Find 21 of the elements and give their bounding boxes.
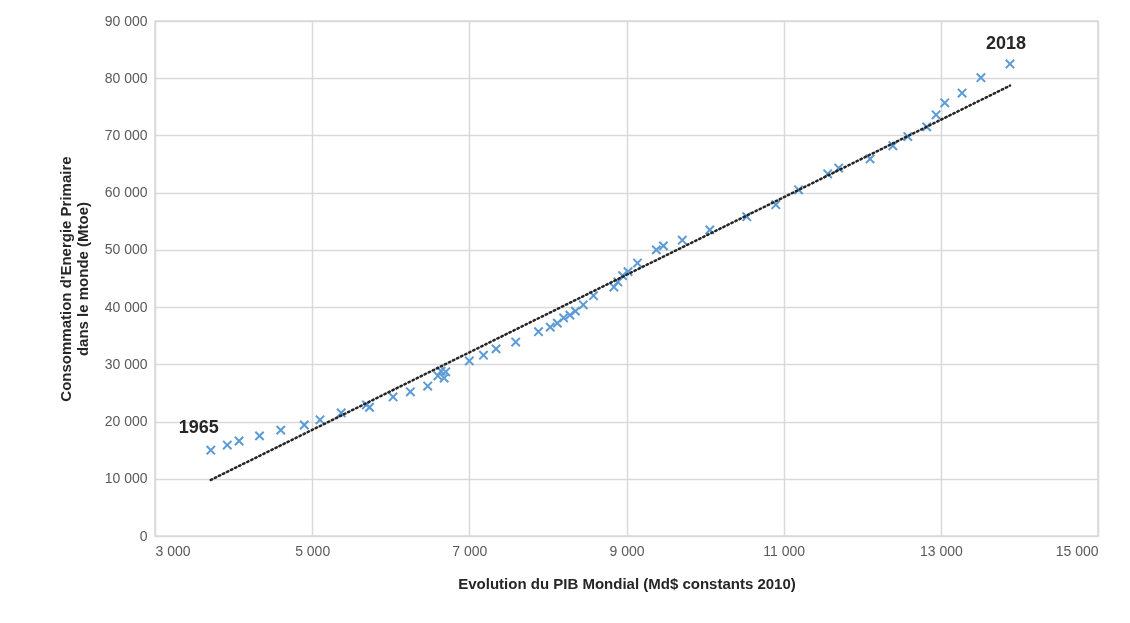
x-tick-label: 13 000 [919, 542, 963, 559]
x-tick-label: 15 000 [1055, 542, 1099, 559]
annotation: 1965 [178, 417, 219, 438]
y-tick-label: 60 000 [104, 184, 148, 201]
x-tick-label: 11 000 [763, 542, 806, 559]
x-tick-label: 7 000 [452, 542, 488, 559]
y-tick-label: 30 000 [104, 355, 148, 372]
x-axis-title: Evolution du PIB Mondial (Md$ constants 2010) [458, 574, 796, 592]
y-tick-label: 0 [139, 527, 148, 544]
x-tick-label: 3 000 [155, 542, 191, 559]
y-tick-label: 10 000 [104, 470, 148, 487]
x-tick-label: 9 000 [609, 542, 645, 559]
x-tick-label: 5 000 [295, 542, 331, 559]
y-tick-label: 40 000 [104, 298, 148, 315]
y-tick-label: 20 000 [104, 413, 148, 430]
y-tick-label: 80 000 [104, 69, 148, 86]
annotation: 2018 [985, 32, 1027, 53]
y-axis-title: Consommation d'Energie Primaire dans le monde (Mtoe) [56, 156, 91, 402]
y-tick-label: 70 000 [104, 126, 148, 143]
y-tick-label: 50 000 [104, 241, 148, 258]
y-tick-label: 90 000 [104, 12, 148, 29]
